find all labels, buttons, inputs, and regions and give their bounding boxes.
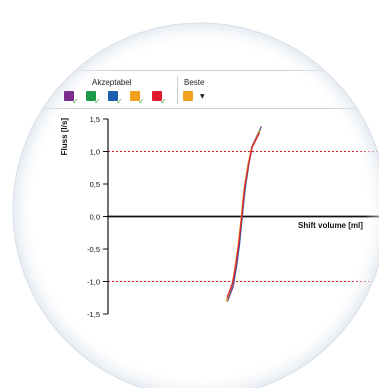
y-tick-label-1: 1,5: [90, 115, 100, 124]
series-swatch-1[interactable]: [64, 91, 74, 101]
y-tick-label-7: -1,5: [87, 310, 100, 319]
series-swatch-4[interactable]: [130, 91, 140, 101]
series-swatch-5[interactable]: [152, 91, 162, 101]
check-icon: ✓: [116, 97, 123, 106]
toolbar-top-border: [13, 70, 379, 71]
toolbar-bottom-border: [13, 108, 379, 109]
check-icon: ✓: [138, 97, 145, 106]
x-axis-label: Shift volume [ml]: [298, 221, 363, 230]
check-icon: ✓: [94, 97, 101, 106]
check-icon: ✓: [160, 97, 167, 106]
y-tick-label-5: -0,5: [87, 245, 100, 254]
y-tick-label-3: 0,5: [90, 180, 100, 189]
accepted-group-label: Akzeptabel: [92, 78, 132, 87]
y-tick-label-2: 1,0: [90, 148, 100, 157]
y-tick-label-4: 0,0: [90, 213, 100, 222]
y-tick-label-6: -1,0: [87, 278, 100, 287]
series-swatch-3[interactable]: [108, 91, 118, 101]
best-swatch[interactable]: [183, 91, 193, 101]
y-axis-label: Fluss [l/s]: [60, 118, 69, 156]
check-icon: ✓: [72, 97, 79, 106]
best-group-label: Beste: [184, 78, 205, 87]
toolbar-divider: [177, 76, 178, 104]
series-swatch-2[interactable]: [86, 91, 96, 101]
chevron-down-icon[interactable]: ▼: [200, 93, 205, 100]
